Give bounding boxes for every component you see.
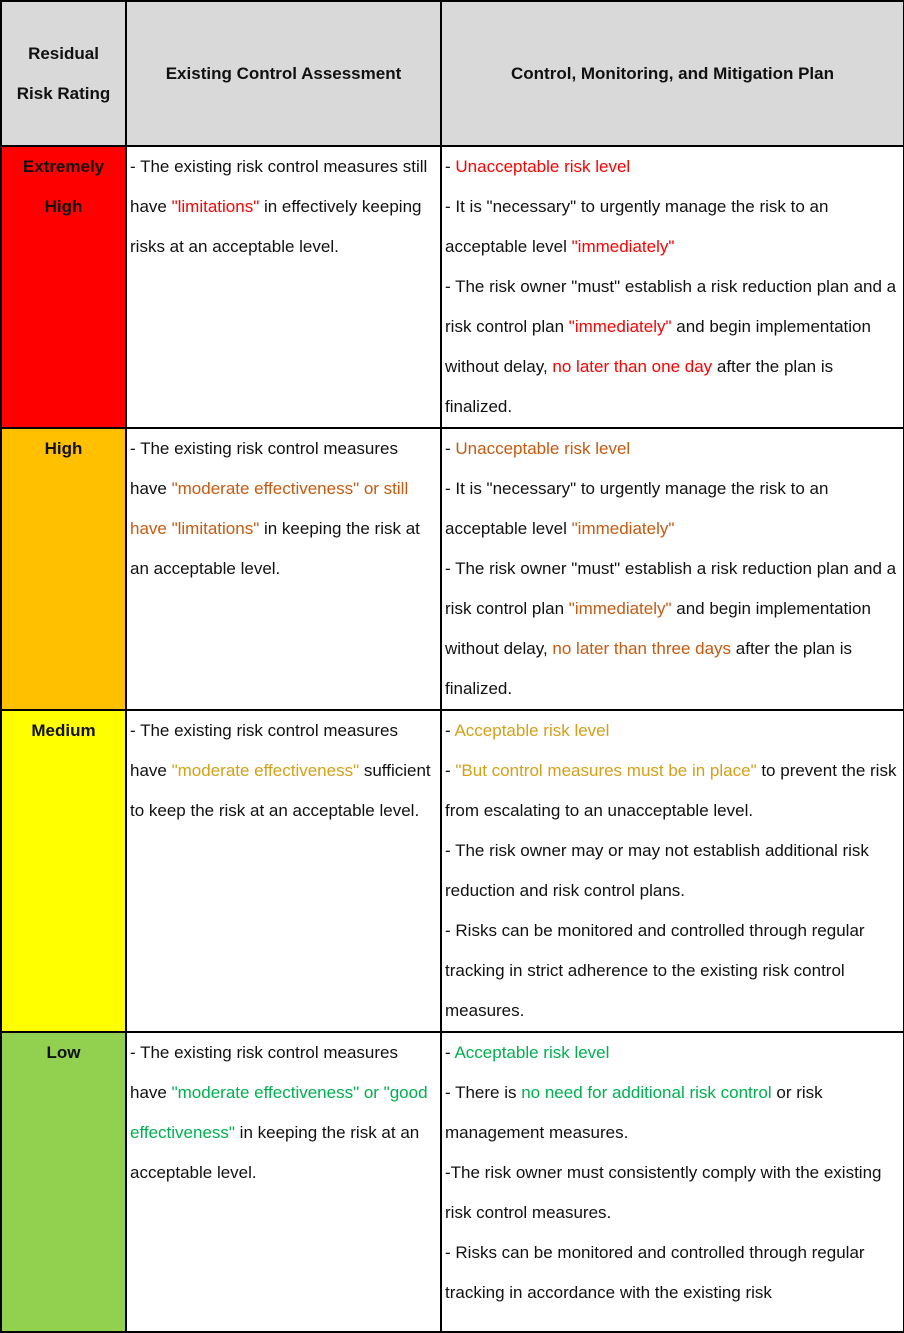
- plan-item: - Unacceptable risk level: [445, 147, 900, 187]
- text-segment: - Risks can be monitored and controlled …: [445, 921, 865, 1020]
- header-existing-control-assessment: Existing Control Assessment: [125, 0, 442, 147]
- text-segment: -: [445, 1043, 455, 1062]
- highlighted-text: "immediately": [571, 519, 675, 538]
- text-segment: or risk management measures.: [445, 1083, 823, 1142]
- highlighted-text: no later than one day: [552, 357, 713, 376]
- text-segment: - The existing risk control measures hav…: [130, 1043, 399, 1102]
- text-segment: - It is "necessary" to urgently manage t…: [445, 197, 829, 256]
- highlighted-text: "immediately": [571, 237, 675, 256]
- text-segment: and begin implementation without delay,: [445, 317, 871, 376]
- header-control-plan: Control, Monitoring, and Mitigation Plan: [440, 0, 904, 147]
- plan-cell: - Acceptable risk level - There is no nee…: [440, 1031, 904, 1333]
- risk-rating-cell: Medium: [0, 709, 127, 1033]
- highlighted-text: "immediately": [568, 599, 672, 618]
- text-segment: -: [445, 439, 456, 458]
- highlighted-text: "immediately": [568, 317, 672, 336]
- assessment-cell: - The existing risk control measures hav…: [125, 709, 442, 1033]
- highlighted-text: no need for additional risk control: [521, 1083, 772, 1102]
- text-segment: and begin implementation without delay,: [445, 599, 871, 658]
- highlighted-text: Acceptable risk level: [454, 721, 610, 740]
- text-segment: to prevent the risk from escalating to a…: [445, 761, 897, 820]
- text-segment: -: [445, 761, 456, 780]
- risk-row: High - The existing risk control measures…: [0, 427, 904, 711]
- risk-rating-cell: Low: [0, 1031, 127, 1333]
- text-segment: -The risk owner must consistently comply…: [445, 1163, 882, 1222]
- text-segment: - There is: [445, 1083, 522, 1102]
- text-segment: in keeping the risk at an acceptable lev…: [130, 519, 420, 578]
- plan-cell: - Unacceptable risk level - It is "necess…: [440, 145, 904, 429]
- text-segment: - The risk owner may or may not establis…: [445, 841, 869, 900]
- text-segment: - The existing risk control measures hav…: [130, 721, 399, 780]
- plan-cell: - Unacceptable risk level - It is "necess…: [440, 427, 904, 711]
- assessment-cell: - The existing risk control measures sti…: [125, 145, 442, 429]
- header-residual-risk-rating: Residual Risk Rating: [0, 0, 127, 147]
- risk-row: Medium - The existing risk control measur…: [0, 709, 904, 1033]
- plan-item: - There is no need for additional risk c…: [445, 1073, 900, 1153]
- plan-item: - The risk owner may or may not establis…: [445, 831, 900, 911]
- text-segment: - Risks can be monitored and controlled …: [445, 1243, 865, 1302]
- highlighted-text: "limitations": [171, 197, 260, 216]
- text-segment: - The existing risk control measures sti…: [130, 157, 428, 216]
- assessment-cell: - The existing risk control measures hav…: [125, 427, 442, 711]
- risk-row: Extremely High - The existing risk contro…: [0, 145, 904, 429]
- text-segment: sufficient to keep the risk at an accept…: [130, 761, 431, 820]
- plan-item: -The risk owner must consistently comply…: [445, 1153, 900, 1233]
- text-segment: - The existing risk control measures hav…: [130, 439, 399, 498]
- text-segment: - The risk owner "must" establish a risk…: [445, 559, 897, 618]
- text-segment: - It is "necessary" to urgently manage t…: [445, 479, 829, 538]
- plan-item: - The risk owner "must" establish a risk…: [445, 549, 900, 709]
- highlighted-text: no later than three days: [552, 639, 732, 658]
- highlighted-text: Unacceptable risk level: [455, 157, 631, 176]
- highlighted-text: "moderate effectiveness" or "good effect…: [130, 1083, 428, 1142]
- risk-rating-cell: High: [0, 427, 127, 711]
- text-segment: -: [445, 157, 456, 176]
- plan-item: - Risks can be monitored and controlled …: [445, 1233, 900, 1313]
- highlighted-text: "moderate effectiveness": [171, 761, 360, 780]
- risk-rating-cell: Extremely High: [0, 145, 127, 429]
- text-segment: -: [445, 721, 455, 740]
- plan-item: - Unacceptable risk level: [445, 429, 900, 469]
- text-segment: in effectively keeping risks at an accep…: [130, 197, 422, 256]
- text-segment: after the plan is finalized.: [445, 357, 834, 416]
- plan-item: - It is "necessary" to urgently manage t…: [445, 469, 900, 549]
- plan-cell: - Acceptable risk level - "But control me…: [440, 709, 904, 1033]
- highlighted-text: Unacceptable risk level: [455, 439, 631, 458]
- header-row: Residual Risk Rating Existing Control As…: [0, 0, 904, 147]
- plan-item: - The risk owner "must" establish a risk…: [445, 267, 900, 427]
- risk-row: Low - The existing risk control measures …: [0, 1031, 904, 1333]
- plan-item: - It is "necessary" to urgently manage t…: [445, 187, 900, 267]
- plan-item: - Acceptable risk level: [445, 1033, 900, 1073]
- assessment-cell: - The existing risk control measures hav…: [125, 1031, 442, 1333]
- plan-item: - Acceptable risk level: [445, 711, 900, 751]
- highlighted-text: Acceptable risk level: [454, 1043, 610, 1062]
- text-segment: after the plan is finalized.: [445, 639, 853, 698]
- highlighted-text: "moderate effectiveness" or still have "…: [130, 479, 409, 538]
- plan-item: - Risks can be monitored and controlled …: [445, 911, 900, 1031]
- text-segment: - The risk owner "must" establish a risk…: [445, 277, 897, 336]
- text-segment: in keeping the risk at an acceptable lev…: [130, 1123, 420, 1182]
- highlighted-text: "But control measures must be in place": [455, 761, 757, 780]
- plan-item: - "But control measures must be in place…: [445, 751, 900, 831]
